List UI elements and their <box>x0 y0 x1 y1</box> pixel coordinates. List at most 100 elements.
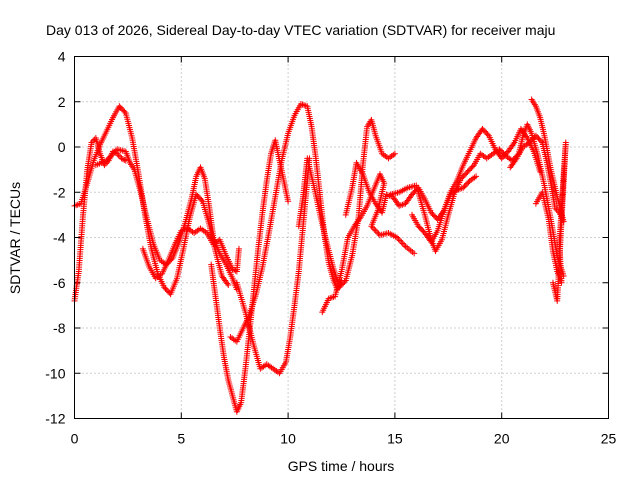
data-point <box>534 134 541 141</box>
y-tick-label: -12 <box>45 411 65 427</box>
data-point <box>163 286 170 293</box>
y-axis-label: SDTVAR / TECUs <box>7 182 23 294</box>
y-tick-label: -4 <box>53 230 66 246</box>
data-point <box>396 237 403 244</box>
data-point <box>121 156 128 163</box>
series-track-g <box>233 155 313 377</box>
data-point <box>391 150 398 157</box>
data-point <box>467 166 474 173</box>
data-point <box>527 138 534 145</box>
data-point <box>375 230 382 237</box>
data-point <box>398 239 405 246</box>
data-marks <box>71 96 569 415</box>
x-axis-label: GPS time / hours <box>288 458 395 474</box>
data-point <box>526 139 533 146</box>
series-track-c <box>92 146 240 293</box>
y-tick-label: -10 <box>45 365 65 381</box>
data-point <box>502 151 509 158</box>
data-point <box>106 154 113 161</box>
series-track-h <box>295 116 398 291</box>
data-point <box>235 245 242 252</box>
data-point <box>501 152 508 159</box>
data-point <box>110 150 117 157</box>
data-point <box>480 127 487 134</box>
data-point <box>473 173 480 180</box>
data-point <box>117 104 124 111</box>
x-tick-label: 0 <box>71 431 79 447</box>
y-tick-label: -2 <box>53 184 66 200</box>
data-point <box>338 281 345 288</box>
data-point <box>401 242 408 249</box>
data-point <box>118 105 125 112</box>
data-point <box>120 107 127 114</box>
data-point <box>103 157 110 164</box>
data-point <box>462 182 469 189</box>
data-point <box>429 210 436 217</box>
x-tick-label: 25 <box>601 431 617 447</box>
data-point <box>464 180 471 187</box>
data-point <box>482 128 489 135</box>
x-tick-label: 10 <box>280 431 296 447</box>
y-tick-label: -6 <box>53 275 66 291</box>
data-point <box>463 170 470 177</box>
data-point <box>198 196 205 203</box>
data-point <box>416 224 423 231</box>
data-point <box>195 194 202 201</box>
data-point <box>479 125 486 132</box>
series-track-a <box>71 134 129 304</box>
y-tick-labels: -12 -10 -8 -6 -4 -2 0 2 4 <box>45 49 65 427</box>
data-point <box>340 280 347 287</box>
x-tick-label: 20 <box>494 431 510 447</box>
data-point <box>415 223 422 230</box>
data-point <box>399 240 406 247</box>
data-point <box>461 183 468 190</box>
data-point <box>536 136 543 143</box>
y-tick-label: -8 <box>53 320 66 336</box>
data-point <box>410 190 417 197</box>
x-tick-labels: 0 5 10 15 20 25 <box>71 431 617 447</box>
data-point <box>464 168 471 175</box>
data-point <box>116 103 123 110</box>
chart-title: Day 013 of 2026, Sidereal Day-to-day VTE… <box>46 22 555 38</box>
data-point <box>369 224 376 231</box>
data-point <box>460 172 467 179</box>
data-point <box>161 284 168 291</box>
data-point <box>341 278 348 285</box>
data-point <box>225 282 232 289</box>
y-tick-label: 0 <box>58 139 66 155</box>
data-point <box>468 164 475 171</box>
data-point <box>498 155 505 162</box>
data-point <box>104 156 111 163</box>
data-point <box>499 153 506 160</box>
data-point <box>411 250 418 257</box>
data-point <box>417 225 424 232</box>
series-track-d <box>139 225 242 282</box>
data-point <box>461 171 468 178</box>
x-tick-label: 15 <box>387 431 403 447</box>
data-point <box>528 96 535 103</box>
data-point <box>430 212 437 219</box>
data-point <box>428 209 435 216</box>
data-point <box>483 129 490 136</box>
data-point <box>484 131 491 138</box>
data-point <box>529 136 536 143</box>
data-point <box>537 168 544 175</box>
data-point <box>111 149 118 156</box>
data-point <box>372 227 379 234</box>
data-point <box>165 288 172 295</box>
grid <box>74 56 609 419</box>
plot-frame <box>74 56 609 419</box>
data-point <box>108 151 115 158</box>
data-point <box>419 227 426 234</box>
data-point <box>285 198 292 205</box>
data-point <box>549 279 556 286</box>
series-track-l <box>408 125 544 246</box>
data-point <box>197 195 204 202</box>
data-point <box>465 167 472 174</box>
y-tick-label: 2 <box>58 94 66 110</box>
data-point <box>469 163 476 170</box>
data-point <box>460 184 467 191</box>
data-point <box>538 138 545 145</box>
data-point <box>535 135 542 142</box>
